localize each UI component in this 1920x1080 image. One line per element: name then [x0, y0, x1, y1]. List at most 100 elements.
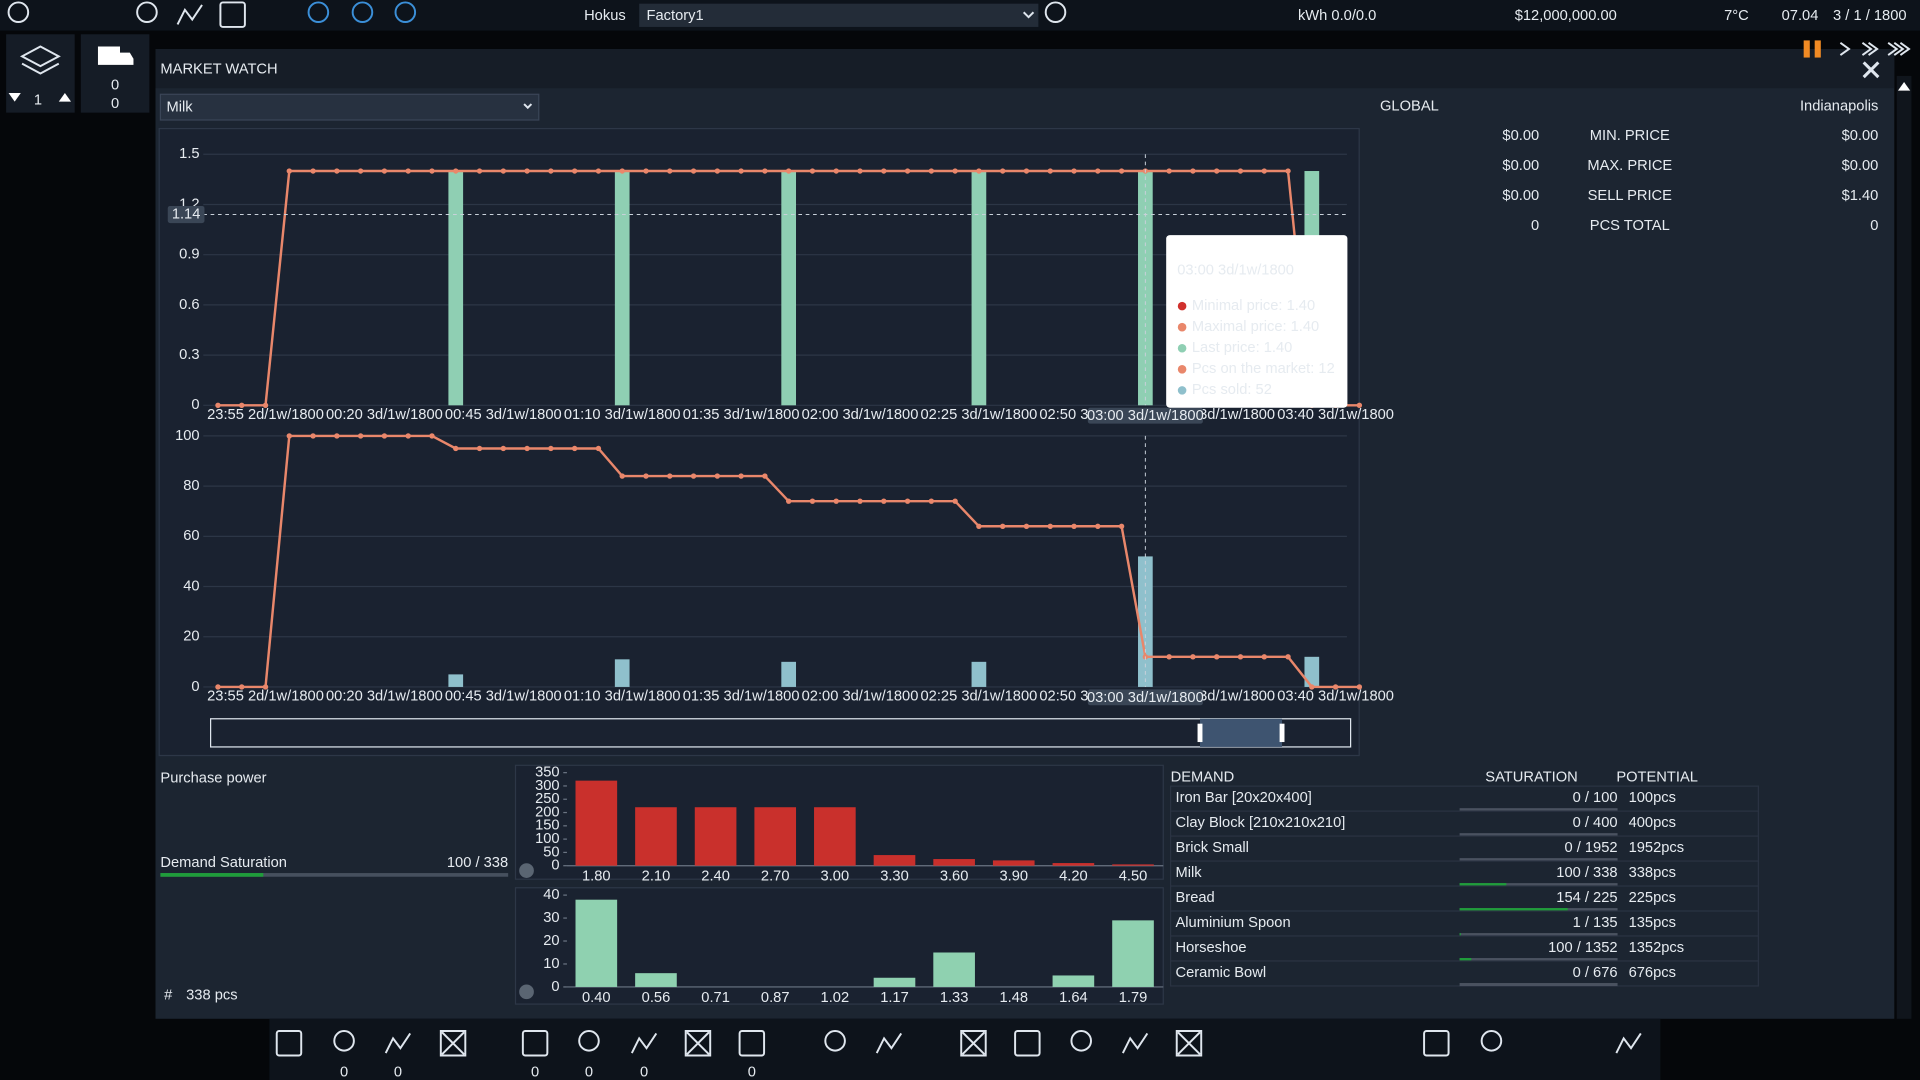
toolbar-button[interactable]	[578, 1030, 600, 1052]
global-value: $0.00	[1502, 158, 1539, 174]
help-button[interactable]	[519, 984, 534, 1000]
y-tick-label: 250	[535, 791, 560, 807]
toolbar-button[interactable]	[960, 1030, 987, 1057]
point	[857, 168, 863, 174]
saturation-fill	[1459, 933, 1461, 937]
pause-bar[interactable]	[1803, 40, 1810, 58]
tooltip-item: Pcs on the market: 12	[1192, 361, 1335, 377]
layer-up[interactable]	[58, 93, 72, 102]
range-slider[interactable]	[210, 718, 1352, 748]
toolbar-counter: 0	[394, 1065, 402, 1080]
toolbar-button-glyph	[578, 1030, 600, 1052]
toolbar-button[interactable]	[439, 1030, 467, 1057]
point	[1118, 168, 1125, 174]
point	[1237, 168, 1244, 174]
toolbar-button[interactable]	[1121, 1032, 1149, 1054]
range-handle[interactable]	[1197, 723, 1203, 743]
window-title-bar	[155, 48, 1895, 89]
y-tick-label: 40	[183, 578, 199, 594]
settings[interactable]	[1044, 1, 1067, 24]
toolbar-button[interactable]	[875, 1032, 903, 1054]
view-filter-0[interactable]	[307, 1, 330, 24]
toolbar-button[interactable]	[738, 1030, 766, 1057]
toolbar-button[interactable]	[1014, 1030, 1041, 1057]
point	[476, 168, 483, 174]
x-tick-label: 02:25 3d/1w/1800	[921, 407, 1038, 423]
toolbar-button[interactable]	[630, 1032, 658, 1054]
range-handle[interactable]	[1279, 723, 1285, 743]
x-tick-label: 1.17	[880, 990, 909, 1006]
scroll-up[interactable]	[1897, 82, 1911, 91]
x-tick-label: 1.79	[1119, 990, 1148, 1006]
toolbar-button[interactable]	[333, 1030, 355, 1052]
temperature: 7°C	[1724, 8, 1749, 24]
y-tick-label: 0	[191, 397, 199, 413]
demand-row	[1170, 935, 1759, 962]
point	[239, 402, 245, 408]
histogram-bar	[635, 973, 677, 987]
x-tick-label: 4.50	[1119, 869, 1148, 885]
point	[1095, 168, 1101, 174]
notifications[interactable]	[7, 1, 30, 24]
x-tick-label: 2.70	[761, 869, 790, 885]
point	[1190, 654, 1196, 660]
global-value: 0	[1531, 218, 1539, 234]
histogram-bar	[1112, 920, 1154, 987]
x-tick-label: 3.30	[880, 869, 909, 885]
toolbar-button[interactable]	[1423, 1030, 1450, 1057]
point	[619, 473, 625, 479]
histogram-bar	[1112, 864, 1154, 866]
point	[619, 168, 625, 174]
speed-2[interactable]	[1861, 42, 1879, 56]
speed-1[interactable]	[1839, 42, 1851, 56]
speed-3[interactable]	[1887, 42, 1911, 56]
point	[215, 684, 221, 690]
range-selection[interactable]	[1200, 718, 1283, 747]
temperature-view[interactable]	[219, 1, 246, 28]
toolbar-button[interactable]	[1070, 1030, 1092, 1052]
point	[453, 445, 459, 452]
view-filter-2[interactable]	[394, 1, 417, 24]
toolbar-button[interactable]	[684, 1030, 712, 1057]
toolbar-button[interactable]	[1615, 1032, 1642, 1054]
point	[595, 168, 602, 174]
help-button[interactable]	[519, 863, 534, 878]
sound-toggle[interactable]	[176, 4, 203, 25]
x-tick-label: 3.90	[999, 869, 1028, 885]
dropdown-chevron	[1022, 11, 1035, 19]
point	[643, 473, 649, 479]
toolbar-button[interactable]	[275, 1030, 303, 1057]
x-tick-label: 0.87	[761, 990, 790, 1006]
scroll-track	[1896, 75, 1912, 1019]
toolbar-button[interactable]	[824, 1030, 846, 1052]
cursor-x-label: 03:00 3d/1w/1800	[1087, 690, 1204, 706]
toolbar-button[interactable]	[1480, 1030, 1503, 1052]
layer-down[interactable]	[8, 93, 21, 102]
x-tick-label: 2.10	[642, 869, 671, 885]
saturation-fill	[1459, 908, 1568, 912]
company-name: Hokus	[584, 8, 626, 24]
product-select[interactable]	[159, 93, 540, 121]
point	[690, 168, 697, 174]
toolbar-button[interactable]	[384, 1032, 412, 1054]
point	[1285, 654, 1291, 660]
factory-select[interactable]	[639, 3, 1039, 27]
toolbar-button-glyph	[824, 1030, 846, 1052]
pause-bar[interactable]	[1814, 40, 1821, 58]
light-toggle[interactable]	[136, 1, 158, 24]
x-tick-label: 1.02	[821, 990, 850, 1006]
close-button[interactable]	[1862, 61, 1880, 79]
toolbar-button[interactable]	[1175, 1030, 1203, 1057]
point	[524, 168, 530, 174]
toolbar-button-glyph	[1070, 1030, 1092, 1052]
point	[334, 433, 340, 439]
bar	[971, 661, 987, 687]
toolbar-button[interactable]	[521, 1030, 549, 1057]
view-filter-1[interactable]	[351, 1, 374, 24]
toolbar	[269, 1018, 1661, 1080]
product-name: Iron Bar [20x20x400]	[1176, 790, 1312, 806]
point	[429, 433, 435, 439]
point	[405, 433, 411, 439]
demand-row	[1170, 860, 1759, 887]
point	[571, 445, 578, 452]
